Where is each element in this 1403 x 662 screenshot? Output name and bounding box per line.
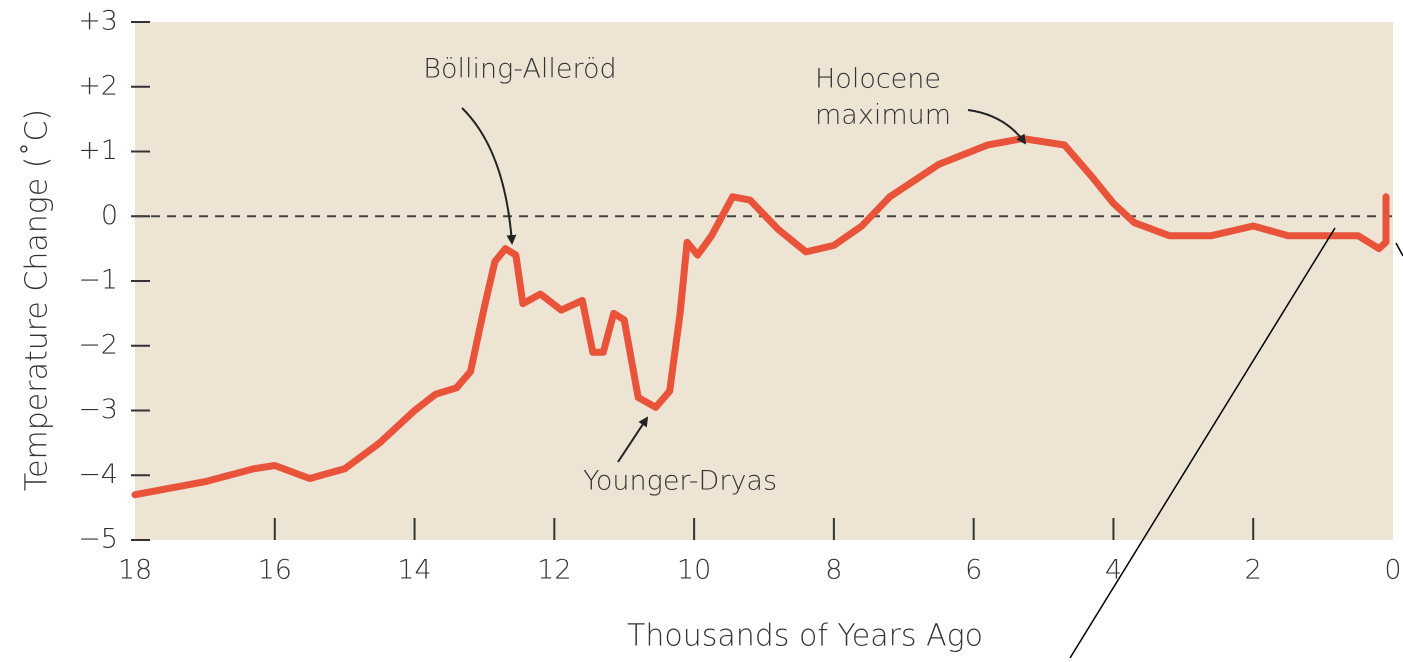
y-tick-label: +3 [78, 6, 118, 37]
annotation: maximum [815, 100, 951, 131]
y-tick-label: −4 [78, 459, 118, 490]
annotation: Younger-Dryas [583, 466, 777, 497]
y-tick-label: −5 [78, 524, 118, 555]
y-tick-label: −1 [78, 265, 118, 296]
x-tick-label: 8 [825, 555, 842, 586]
y-tick-label: −2 [78, 329, 118, 360]
y-tick-label: −3 [78, 394, 118, 425]
arrow [617, 416, 649, 463]
y-tick-label: 0 [101, 200, 118, 231]
stray-line [1395, 242, 1403, 257]
plot-area [135, 22, 1393, 540]
x-tick-label: 0 [1384, 555, 1401, 586]
x-tick-label: 12 [537, 555, 571, 586]
x-tick-label: 16 [258, 555, 292, 586]
arrow [967, 109, 1027, 145]
stray-line [1069, 227, 1336, 659]
x-tick-label: 6 [965, 555, 982, 586]
y-axis-label: Temperature Change (˚C) [20, 109, 55, 491]
x-axis-label: Thousands of Years Ago [627, 619, 983, 654]
x-tick-label: 14 [397, 555, 431, 586]
y-tick-label: +2 [78, 70, 118, 101]
y-tick-label: +1 [78, 135, 118, 166]
arrow [461, 107, 517, 245]
x-tick-label: 4 [1105, 555, 1122, 586]
x-tick-label: 2 [1245, 555, 1262, 586]
annotation: Bölling-Alleröd [423, 54, 616, 85]
x-tick-label: 18 [118, 555, 152, 586]
x-tick-label: 10 [677, 555, 711, 586]
annotation: Holocene [815, 64, 941, 95]
data-line [131, 135, 1390, 499]
